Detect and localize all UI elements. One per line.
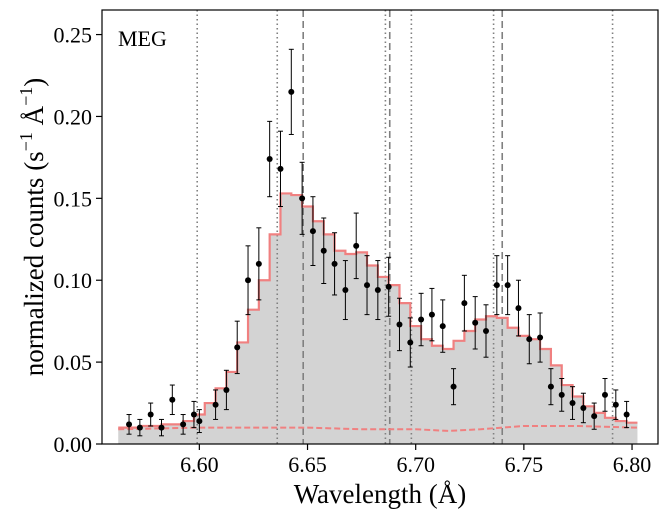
data-point xyxy=(126,421,133,428)
x-tick-label: 6.65 xyxy=(288,452,327,477)
data-point xyxy=(569,400,576,407)
data-point xyxy=(320,247,327,254)
data-point xyxy=(385,283,392,290)
y-tick-label: 0.20 xyxy=(54,104,93,129)
data-point xyxy=(396,321,403,328)
panel-label: MEG xyxy=(118,26,167,51)
y-tick-label: 0.00 xyxy=(54,432,93,457)
data-point xyxy=(245,277,252,284)
data-point xyxy=(266,156,273,163)
data-point xyxy=(461,300,468,307)
data-point xyxy=(374,287,381,294)
y-tick-label: 0.05 xyxy=(54,350,93,375)
data-point xyxy=(331,260,338,267)
data-point xyxy=(601,391,608,398)
data-point xyxy=(547,383,554,390)
y-axis-title-mid: Å xyxy=(19,105,49,132)
data-point xyxy=(418,316,425,323)
axis-ticks: 6.60 6.65 6.70 6.75 6.80 0.00 0.05 0.10 0.15 0.20… xyxy=(54,23,652,477)
data-point xyxy=(493,282,500,289)
data-point xyxy=(612,401,619,408)
y-axis-title-exp1: −1 xyxy=(16,132,36,151)
data-point xyxy=(537,334,544,341)
data-point xyxy=(342,287,349,294)
data-point xyxy=(147,411,154,418)
data-point xyxy=(212,401,219,408)
data-point xyxy=(364,282,371,289)
y-axis-title-prefix: normalized counts (s xyxy=(19,151,49,376)
data-point xyxy=(483,327,490,334)
data-point xyxy=(450,383,457,390)
data-point xyxy=(223,386,230,393)
data-point xyxy=(526,336,533,343)
y-tick-label: 0.15 xyxy=(54,186,93,211)
data-point xyxy=(158,424,165,431)
data-point xyxy=(288,88,295,95)
x-tick-label: 6.60 xyxy=(180,452,219,477)
data-point xyxy=(428,311,435,318)
data-point xyxy=(180,421,187,428)
plot-area xyxy=(118,10,638,444)
data-point xyxy=(196,418,203,425)
x-tick-label: 6.70 xyxy=(396,452,435,477)
y-axis-title-exp2: −1 xyxy=(16,87,36,106)
data-point xyxy=(169,396,176,403)
data-point xyxy=(623,411,630,418)
data-point xyxy=(504,282,511,289)
y-tick-label: 0.25 xyxy=(54,23,93,48)
x-tick-label: 6.80 xyxy=(613,452,652,477)
x-axis-title: Wavelength (Å) xyxy=(294,479,467,509)
data-point xyxy=(234,344,241,351)
data-point xyxy=(439,323,446,330)
data-point xyxy=(136,424,143,431)
y-axis-title-suffix: ) xyxy=(19,78,49,87)
background-model-line xyxy=(118,424,638,432)
data-point xyxy=(591,413,598,420)
data-point xyxy=(309,228,316,235)
data-point xyxy=(353,242,360,249)
data-point xyxy=(407,339,414,346)
data-point xyxy=(190,411,197,418)
data-point xyxy=(255,260,262,267)
data-point xyxy=(299,195,306,202)
axes-frame xyxy=(101,9,659,445)
y-axis-title: normalized counts (s−1 Å−1) xyxy=(16,78,49,377)
data-point xyxy=(580,404,587,411)
data-point xyxy=(558,391,565,398)
data-point xyxy=(277,165,284,172)
data-point xyxy=(472,319,479,326)
data-point xyxy=(515,305,522,312)
y-tick-label: 0.10 xyxy=(54,268,93,293)
x-tick-label: 6.75 xyxy=(505,452,544,477)
